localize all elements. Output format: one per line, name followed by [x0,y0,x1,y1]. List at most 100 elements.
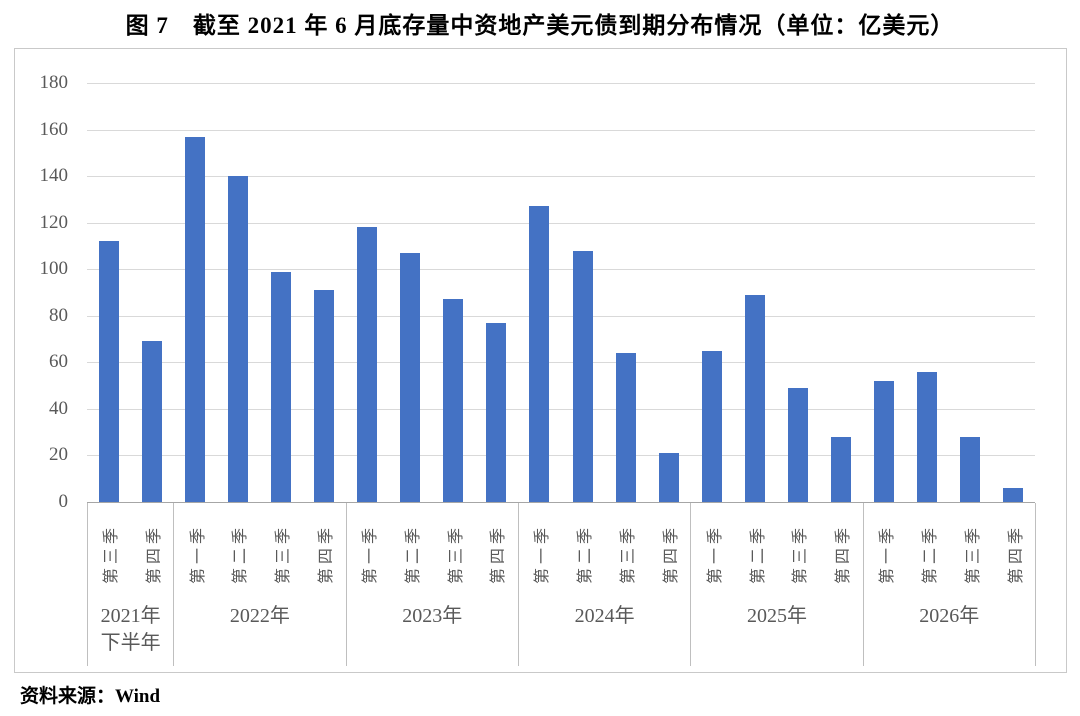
bar [357,227,378,502]
y-tick-label: 140 [39,165,69,187]
quarter-slot: 第三季 [949,515,992,593]
quarter-label: 第一季 [534,523,552,585]
quarter-label: 第四季 [1007,523,1025,585]
gridline [87,269,1035,271]
bar [874,380,895,502]
quarter-slot: 第一季 [174,515,217,593]
bar [227,176,248,502]
y-tick-label: 0 [58,491,69,512]
year-group: 第一季 第二季 第三季 第四季 2022年 [174,503,347,666]
bar [701,350,722,502]
figure-title: 图 7 截至 2021 年 6 月底存量中资地产美元债到期分布情况（单位：亿美元… [125,13,955,38]
gridline [87,83,1035,84]
quarter-slot: 第四季 [992,515,1035,593]
gridline [87,362,1035,364]
bar [529,206,550,502]
quarter-slot: 第一季 [691,515,734,593]
y-tick-label: 20 [49,444,68,466]
quarter-label: 第四季 [490,523,508,585]
quarter-label: 第三季 [620,523,638,585]
year-group: 第一季 第二季 第三季 第四季 2026年 [864,503,1036,666]
year-label-line: 2025年 [746,605,807,627]
quarter-label: 第一季 [706,523,724,585]
bar [486,322,507,502]
y-tick-label: 160 [39,118,69,140]
quarter-label-row: 第一季 第二季 第三季 第四季 [174,515,345,593]
quarter-slot: 第二季 [217,515,260,593]
year-group: 第一季 第二季 第三季 第四季 2024年 [519,503,692,666]
bar [400,252,421,502]
year-label: 2022年 [174,603,345,630]
year-label: 2025年 [691,603,862,630]
year-label-line: 2026年 [919,605,980,627]
bar [1003,488,1024,502]
quarter-label: 第三季 [103,523,121,585]
quarter-slot: 第一季 [519,515,562,593]
quarter-slot: 第一季 [864,515,907,593]
quarter-slot: 第三季 [260,515,303,593]
bar [443,299,464,502]
y-tick-label: 80 [49,304,68,326]
year-label: 2023年 [347,603,518,630]
quarter-label: 第三季 [964,523,982,585]
quarter-label: 第四季 [318,523,336,585]
quarter-slot: 第四季 [475,515,518,593]
quarter-label: 第二季 [404,523,422,585]
quarter-label: 第四季 [835,523,853,585]
quarter-label: 第二季 [577,523,595,585]
bar [744,294,765,502]
year-label-line: 2023年 [402,605,463,627]
bar [960,436,981,502]
quarter-slot: 第二季 [389,515,432,593]
bar [184,136,205,502]
year-label: 2026年 [864,603,1035,630]
quarter-slot: 第三季 [88,515,131,593]
bar [917,371,938,502]
y-tick-label: 120 [39,211,69,233]
quarter-slot: 第三季 [432,515,475,593]
quarter-slot: 第二季 [906,515,949,593]
year-label-line: 2022年 [229,605,290,627]
quarter-label: 第四季 [145,523,163,585]
quarter-slot: 第四季 [820,515,863,593]
y-axis: 0 20 40 60 80 100 120 140 160 180 [15,73,69,512]
data-source: 资料来源：Wind [20,686,161,707]
bar [615,353,636,502]
year-group: 第一季 第二季 第三季 第四季 2023年 [347,503,519,666]
bar [314,290,334,502]
quarter-label: 第一季 [189,523,207,585]
year-group: 第三季 第四季 2021年 下半年 [88,503,175,666]
bar [831,436,852,502]
quarter-label: 第三季 [275,523,293,585]
bar [98,241,119,502]
y-tick-label: 60 [49,351,68,373]
year-label-line: 2024年 [574,605,635,627]
quarter-slot: 第三季 [777,515,820,593]
quarter-slot: 第三季 [605,515,648,593]
gridline [87,222,1035,224]
quarter-slot: 第二季 [562,515,605,593]
quarter-slot: 第四季 [303,515,346,593]
bar [141,341,162,502]
year-group: 第一季 第二季 第三季 第四季 2025年 [691,503,864,666]
x-axis: 第三季 第四季 2021年 下半年 第一季 第二季 第三季 第四季 2022年 第一季 第二季 第三季… [87,503,1036,666]
year-label: 2021年 下半年 [88,603,173,657]
quarter-label: 第三季 [447,523,465,585]
gridline [87,408,1035,410]
bar [572,250,593,502]
year-label-line: 下半年 [100,632,161,654]
quarter-slot: 第二季 [734,515,777,593]
quarter-label-row: 第一季 第二季 第三季 第四季 [519,515,690,593]
chart-frame: 0 20 40 60 80 100 120 140 160 180 第三季 第四季 2021年 下半年第… [14,48,1067,673]
plot-area [87,83,1035,503]
y-tick-label: 180 [39,72,69,93]
quarter-slot: 第四季 [131,515,174,593]
bar [270,271,291,502]
gridline [87,315,1035,317]
quarter-label: 第三季 [792,523,810,585]
quarter-label-row: 第一季 第二季 第三季 第四季 [864,515,1035,593]
gridline [87,129,1035,131]
quarter-slot: 第四季 [647,515,690,593]
y-tick-label: 100 [39,258,69,280]
quarter-label-row: 第一季 第二季 第三季 第四季 [347,515,518,593]
